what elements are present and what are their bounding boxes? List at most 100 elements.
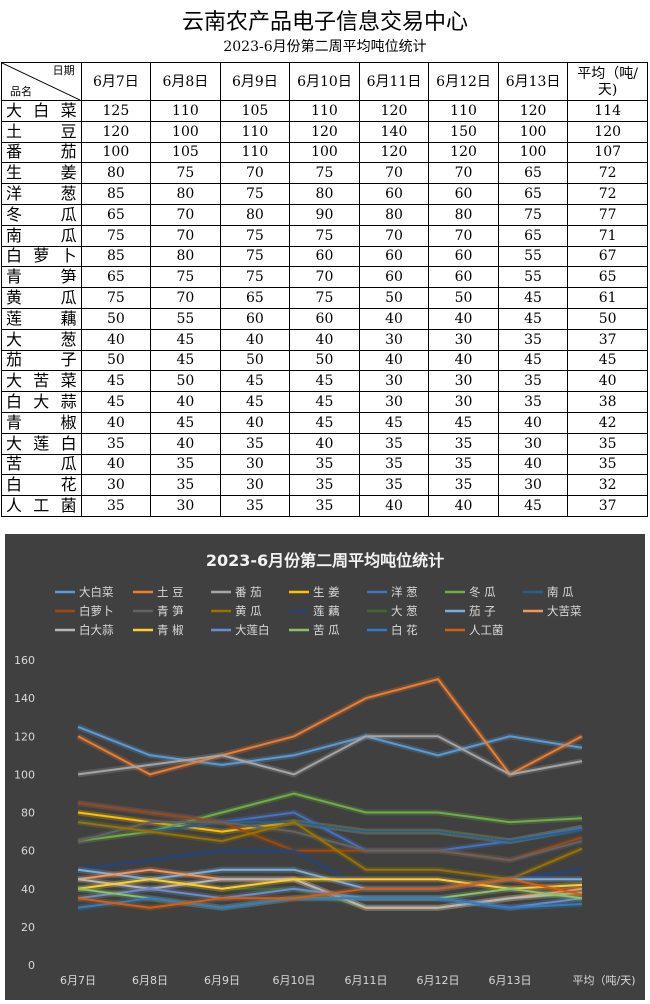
cell-value: 80 <box>80 162 152 185</box>
cell-value: 55 <box>150 307 221 330</box>
product-name: 南 瓜 <box>1 224 82 247</box>
cell-value: 35 <box>80 432 152 455</box>
cell-value: 120 <box>497 100 569 122</box>
product-name: 大莲白 <box>1 432 82 455</box>
cell-value: 105 <box>219 100 291 122</box>
cell-value: 45 <box>219 370 291 393</box>
cell-value: 100 <box>150 120 221 143</box>
cell-value: 75 <box>80 224 152 247</box>
cell-value: 30 <box>358 370 430 393</box>
y-tick-label: 60 <box>21 845 35 858</box>
table-row: 白萝卜 85 80 75 60 60 60 55 67 <box>1 245 648 268</box>
cell-value: 65 <box>497 162 569 185</box>
cell-value: 40 <box>358 349 430 372</box>
cell-value: 105 <box>150 141 221 164</box>
cell-value: 45 <box>289 391 360 413</box>
cell-value: 70 <box>289 266 360 289</box>
cell-value: 60 <box>358 183 430 205</box>
series-line-18 <box>77 897 583 909</box>
cell-value: 65 <box>80 266 152 289</box>
cell-value: 45 <box>497 495 569 517</box>
cell-value: 35 <box>428 453 499 476</box>
cell-value: 32 <box>567 474 648 497</box>
cell-value: 75 <box>150 266 221 289</box>
cell-value: 60 <box>358 245 430 268</box>
cell-value: 125 <box>80 100 152 122</box>
cell-value: 120 <box>358 141 430 164</box>
table-row: 洋 葱 85 80 75 80 60 60 65 72 <box>1 183 648 205</box>
legend-label: 土 豆 <box>157 585 184 599</box>
table-row: 大苦菜 45 50 45 45 30 30 35 40 <box>1 370 648 393</box>
x-tick-label: 6月11日 <box>345 974 388 987</box>
cell-value: 35 <box>150 474 221 497</box>
product-name: 青 笋 <box>1 266 82 289</box>
cell-value: 85 <box>80 245 152 268</box>
cell-value: 35 <box>567 432 648 455</box>
cell-value: 40 <box>567 370 648 393</box>
product-name: 青 椒 <box>1 411 82 434</box>
cell-value: 30 <box>358 391 430 413</box>
page-title: 云南农产品电子信息交易中心 <box>181 10 468 35</box>
cell-value: 35 <box>219 432 291 455</box>
table-row: 土 豆 120 100 110 120 140 150 100 120 <box>1 120 648 143</box>
legend-label: 冬 瓜 <box>469 585 496 599</box>
cell-value: 35 <box>80 495 152 517</box>
cell-value: 90 <box>289 203 360 226</box>
product-name: 苦 瓜 <box>1 453 82 476</box>
cell-value: 75 <box>219 224 291 247</box>
series-line-1 <box>77 677 583 776</box>
cell-value: 30 <box>219 474 291 497</box>
legend-label: 茄 子 <box>469 604 496 618</box>
cell-value: 40 <box>428 307 499 330</box>
table-row: 冬 瓜 65 70 80 90 80 80 75 77 <box>1 203 648 226</box>
cell-value: 45 <box>80 370 152 393</box>
series-line-0 <box>77 725 583 766</box>
cell-value: 30 <box>150 495 221 517</box>
cell-value: 150 <box>428 120 499 143</box>
table-row: 大白菜 125 110 105 110 120 110 120 114 <box>1 100 648 122</box>
product-name: 白萝卜 <box>1 245 82 268</box>
cell-value: 45 <box>150 328 221 351</box>
cell-value: 75 <box>219 266 291 289</box>
x-tick-label: 6月10日 <box>273 974 316 987</box>
y-tick-label: 120 <box>14 730 35 743</box>
page-subtitle: 2023-6月份第二周平均吨位统计 <box>223 39 427 55</box>
cell-value: 40 <box>80 453 152 476</box>
cell-value: 120 <box>428 141 499 164</box>
x-tick-label: 6月12日 <box>417 974 460 987</box>
cell-value: 35 <box>428 432 499 455</box>
series-line-6 <box>77 821 583 843</box>
cell-value: 40 <box>428 349 499 372</box>
table-row: 青 笋 65 75 75 70 60 60 55 65 <box>1 266 648 289</box>
x-tick-label: 6月9日 <box>204 974 240 987</box>
cell-value: 75 <box>219 183 291 205</box>
cell-value: 110 <box>219 120 291 143</box>
series-line-2 <box>77 735 583 776</box>
x-tick-label: 6月8日 <box>132 974 168 987</box>
cell-value: 72 <box>567 162 648 185</box>
cell-value: 50 <box>567 307 648 330</box>
cell-value: 110 <box>150 100 221 122</box>
cell-value: 60 <box>358 266 430 289</box>
cell-value: 30 <box>219 453 291 476</box>
cell-value: 77 <box>567 203 648 226</box>
cell-value: 35 <box>150 453 221 476</box>
table-row: 大莲白 35 40 35 40 35 35 30 35 <box>1 432 648 455</box>
cell-value: 45 <box>289 411 360 434</box>
cell-value: 70 <box>219 162 291 185</box>
legend-label: 白萝卜 <box>79 604 114 618</box>
cell-value: 40 <box>289 328 360 351</box>
cell-value: 60 <box>428 183 499 205</box>
line-chart: 2023-6月份第二周平均吨位统计 大白菜 土 豆 番 茄 生 姜 洋 葱 冬 瓜 南 瓜白萝… <box>5 534 645 1000</box>
cell-value: 110 <box>289 100 360 122</box>
cell-value: 60 <box>219 307 291 330</box>
cell-value: 35 <box>289 474 360 497</box>
cell-value: 30 <box>80 474 152 497</box>
legend-label: 青 椒 <box>157 623 184 637</box>
cell-value: 80 <box>150 183 221 205</box>
cell-value: 30 <box>358 328 430 351</box>
column-header: 6月8日 <box>150 62 221 101</box>
column-header: 6月10日 <box>289 62 360 101</box>
cell-value: 75 <box>289 224 360 247</box>
cell-value: 71 <box>567 224 648 247</box>
